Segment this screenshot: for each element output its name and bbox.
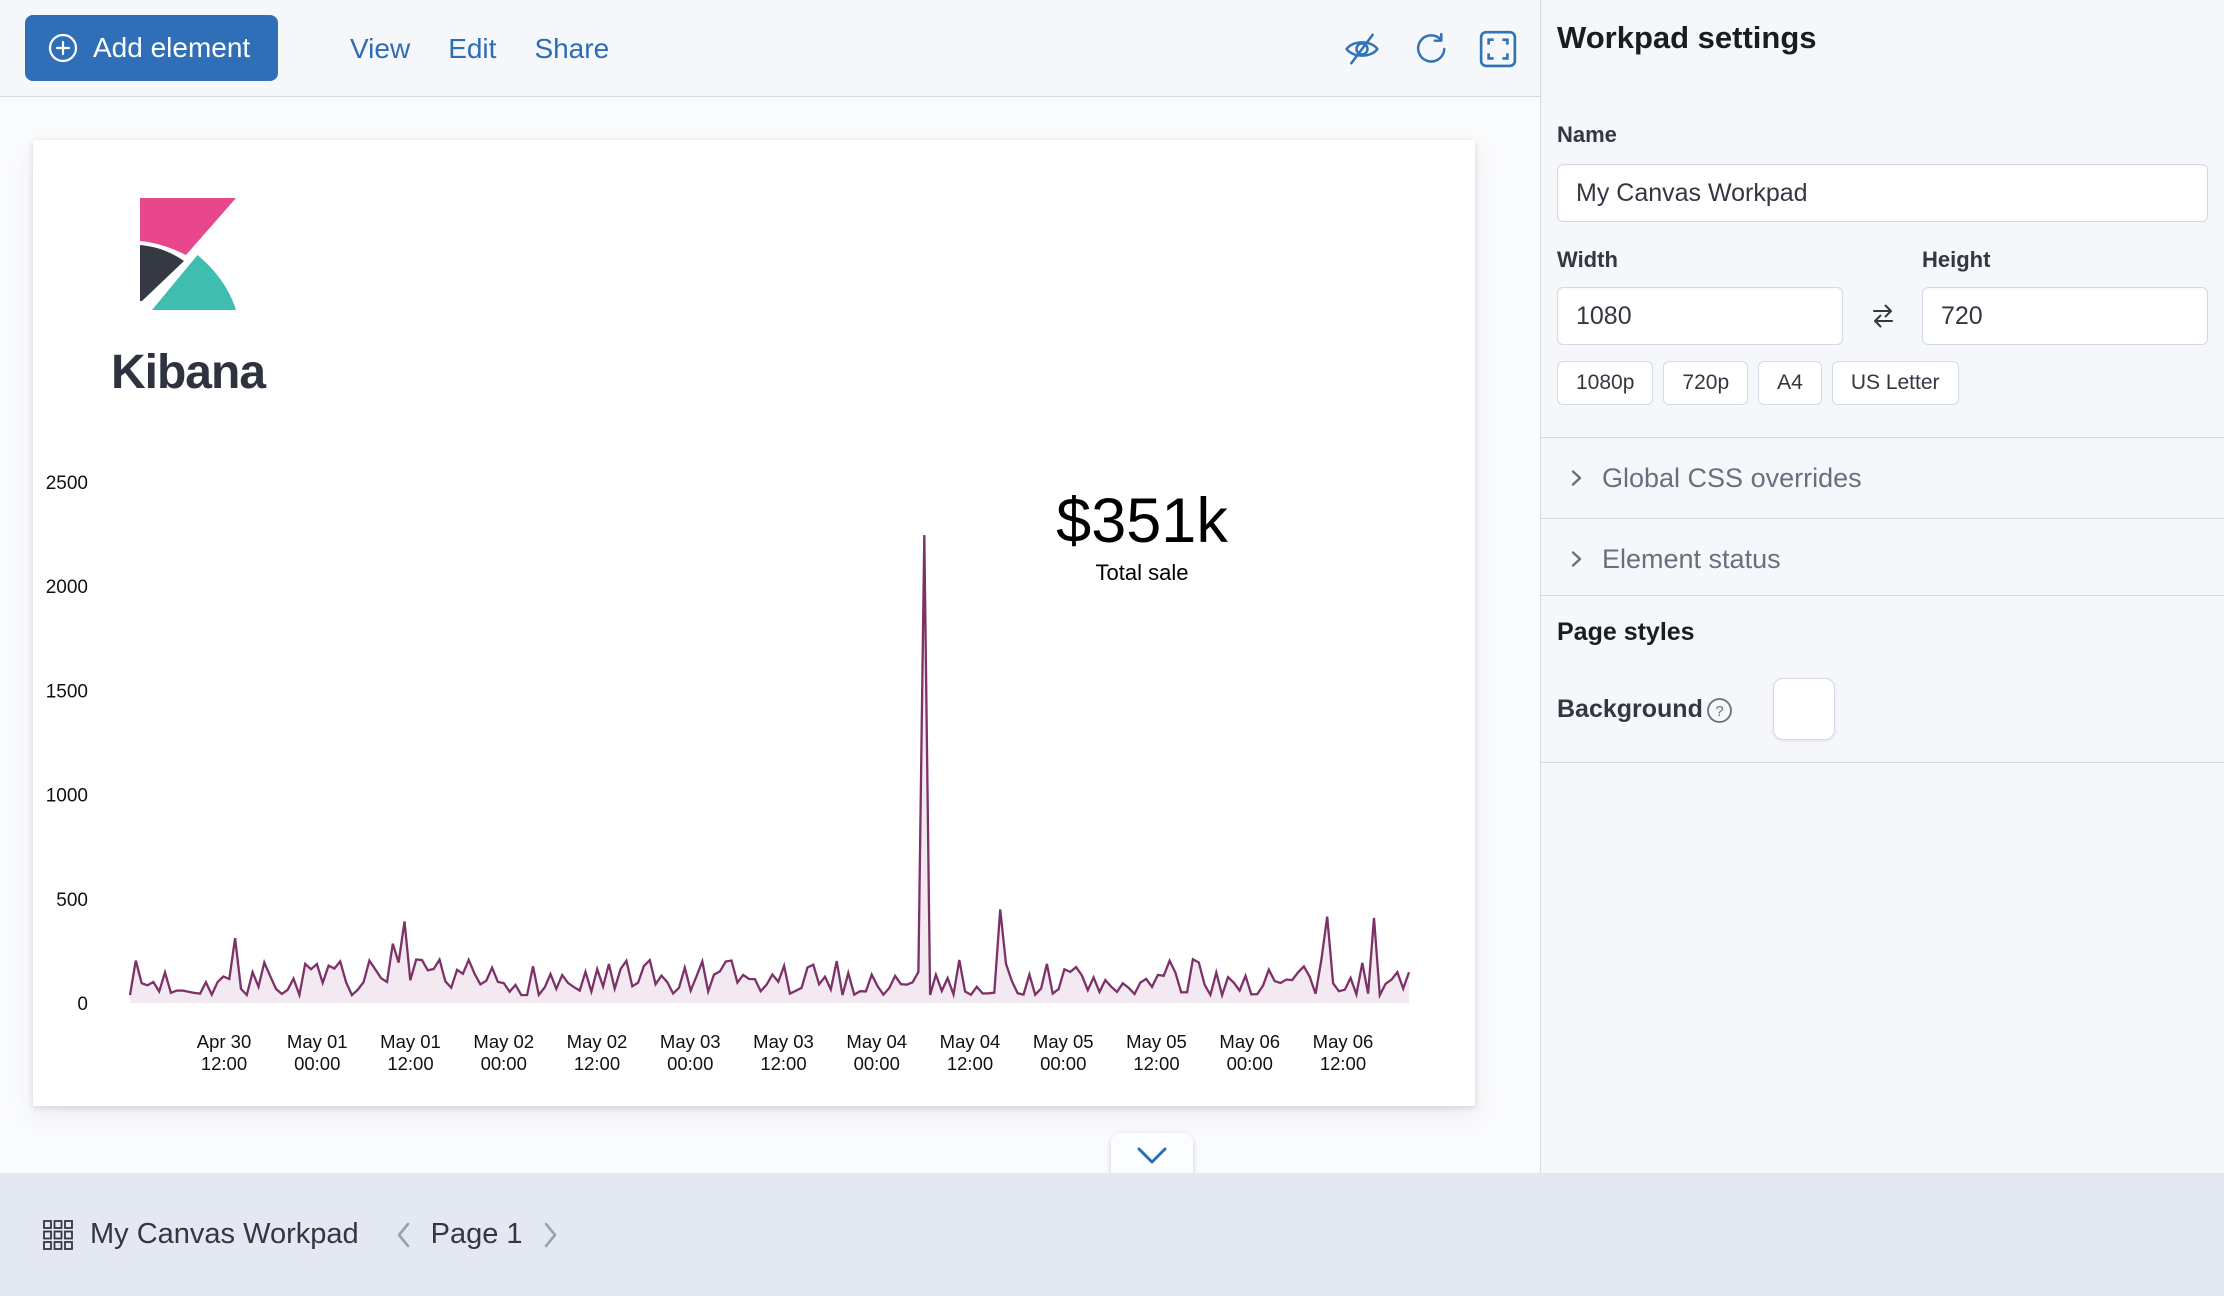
size-preset-group: 1080p 720p A4 US Letter [1557, 361, 1959, 405]
height-input[interactable] [1922, 287, 2208, 345]
divider [1541, 437, 2224, 438]
y-axis-tick-label: 1500 [46, 681, 88, 702]
chevron-right-icon [1571, 470, 1582, 486]
y-axis-tick-label: 2500 [46, 473, 88, 494]
kibana-logo-text: Kibana [110, 346, 266, 399]
x-axis-tick-label: May 06 00:00 [1219, 1031, 1280, 1074]
element-status-accordion[interactable]: Element status [1541, 519, 2224, 599]
page-styles-heading: Page styles [1557, 618, 1695, 646]
preset-1080p-button[interactable]: 1080p [1557, 361, 1654, 405]
swap-dimensions-icon [1867, 300, 1899, 332]
x-axis-tick-label: May 05 12:00 [1126, 1031, 1187, 1074]
metric-value: $351k [1056, 486, 1228, 556]
series-line [128, 535, 1411, 1000]
y-axis-tick-label: 0 [77, 994, 88, 1015]
width-label: Width [1557, 247, 1618, 272]
menu-edit[interactable]: Edit [448, 32, 497, 64]
plus-circle-icon [48, 33, 78, 63]
y-axis-tick-label: 500 [56, 890, 88, 911]
toolbar-menu: View Edit Share [350, 0, 609, 97]
page-manager-button[interactable] [38, 1215, 78, 1255]
previous-page-button[interactable] [383, 1215, 423, 1255]
metric-label: Total sale [1095, 560, 1189, 585]
accordion-label: Global CSS overrides [1602, 462, 1862, 493]
chevron-right-icon [1571, 551, 1582, 567]
fullscreen-icon [1479, 30, 1517, 67]
chevron-down-icon [1137, 1147, 1167, 1164]
sales-area-chart[interactable]: 0 500 1000 1500 2000 2500 Apr 30 12:00 May 01 00:… [33, 140, 1475, 1106]
hide-editing-controls-button[interactable] [1342, 29, 1382, 69]
width-input[interactable] [1557, 287, 1843, 345]
x-axis-tick-label: May 03 12:00 [753, 1031, 814, 1074]
x-axis-tick-label: May 05 00:00 [1033, 1031, 1094, 1074]
refresh-button[interactable] [1410, 29, 1450, 69]
name-label: Name [1557, 122, 1617, 147]
divider [1541, 595, 2224, 596]
preset-720p-button[interactable]: 720p [1663, 361, 1749, 405]
preset-us-letter-button[interactable]: US Letter [1831, 361, 1959, 405]
x-axis-tick-label: May 02 12:00 [567, 1031, 628, 1074]
x-axis-tick-label: May 04 12:00 [940, 1031, 1001, 1074]
svg-text:?: ? [1715, 703, 1723, 720]
area-fill [130, 535, 1409, 1003]
divider [1541, 518, 2224, 519]
x-axis-tick-label: May 01 00:00 [287, 1031, 348, 1074]
menu-view[interactable]: View [350, 32, 411, 64]
x-axis-tick-label: May 03 00:00 [660, 1031, 721, 1074]
divider [1541, 762, 2224, 763]
grid-icon [43, 1219, 73, 1250]
kibana-logo-icon [140, 198, 236, 310]
toolbar-icon-group [1342, 0, 1518, 97]
fullscreen-button[interactable] [1478, 29, 1518, 69]
workpad-name-input[interactable] [1557, 164, 2208, 222]
menu-share[interactable]: Share [534, 32, 610, 64]
x-axis-tick-label: May 04 00:00 [846, 1031, 907, 1074]
background-color-swatch[interactable] [1773, 678, 1835, 740]
workpad-settings-panel: Workpad settings Name Width Height 1080p… [1540, 0, 2224, 1173]
accordion-label: Element status [1602, 543, 1781, 574]
page-indicator: Page 1 [430, 1218, 523, 1250]
preset-a4-button[interactable]: A4 [1758, 361, 1822, 405]
workpad-page-canvas[interactable]: Kibana 0 500 1000 1500 2000 2500 Apr 30 12:00 Ma… [33, 140, 1475, 1106]
top-toolbar: Add element View Edit Share [0, 0, 1540, 97]
background-label: Background [1557, 695, 1703, 723]
refresh-icon [1416, 32, 1446, 63]
y-axis-tick-label: 1000 [46, 786, 88, 807]
kibana-logo-element[interactable]: Kibana [91, 198, 285, 400]
chevron-right-icon [544, 1222, 556, 1247]
help-icon: ? [1706, 697, 1733, 729]
footer-workpad-name: My Canvas Workpad [90, 1218, 359, 1250]
y-axis-tick-label: 2000 [46, 577, 88, 598]
eye-slash-icon [1345, 33, 1379, 64]
x-axis-tick-label: May 06 12:00 [1313, 1031, 1374, 1074]
add-element-label: Add element [93, 32, 251, 63]
chevron-left-icon [397, 1222, 409, 1247]
x-axis-tick-label: Apr 30 12:00 [197, 1031, 252, 1074]
height-label: Height [1922, 247, 1991, 272]
x-axis-tick-label: May 01 12:00 [380, 1031, 441, 1074]
global-css-overrides-accordion[interactable]: Global CSS overrides [1541, 438, 2224, 518]
workpad-footer-bar: My Canvas Workpad Page 1 [0, 1173, 2224, 1296]
panel-title: Workpad settings [1557, 20, 1817, 55]
workpad-stage: Kibana 0 500 1000 1500 2000 2500 Apr 30 12:00 Ma… [0, 98, 1540, 1173]
metric-element[interactable]: $351k Total sale [982, 488, 1302, 586]
x-axis-tick-label: May 02 00:00 [473, 1031, 534, 1074]
next-page-button[interactable] [531, 1215, 571, 1255]
add-element-button[interactable]: Add element [25, 15, 279, 81]
